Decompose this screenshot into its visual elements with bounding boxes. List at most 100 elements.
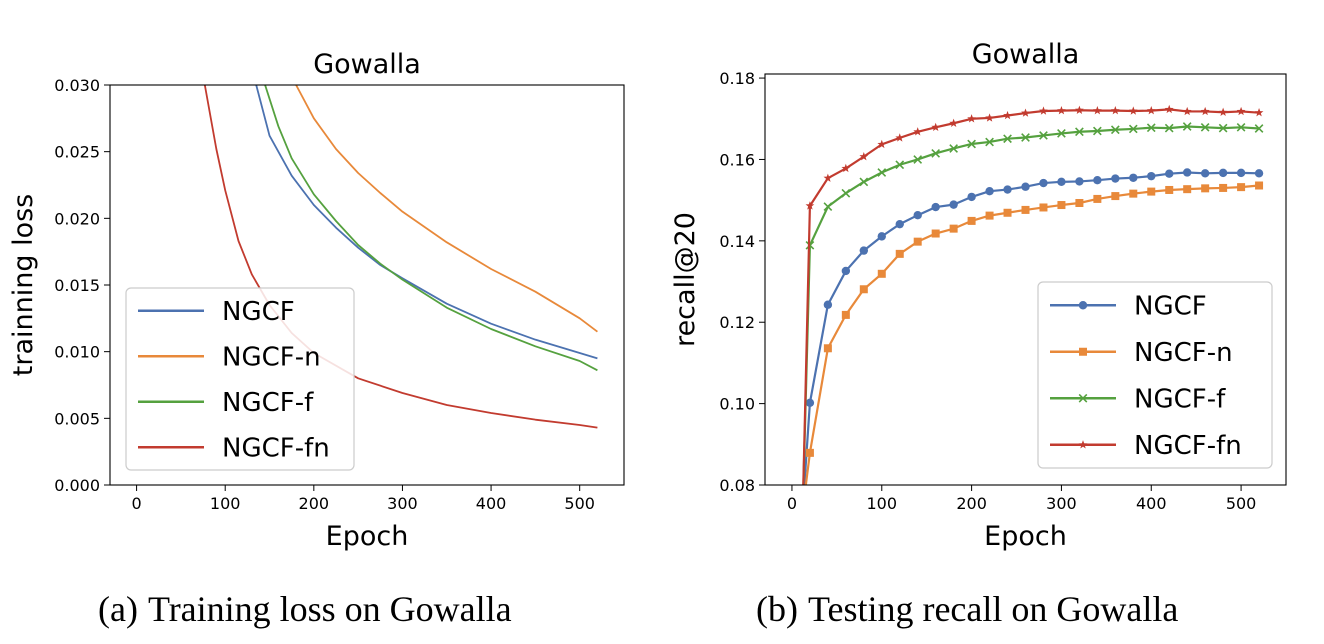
data-point-ngcf-n — [1003, 208, 1012, 217]
data-point-ngcf-fn — [1057, 106, 1066, 115]
plot-area — [802, 104, 1264, 485]
data-point-ngcf-n — [1237, 183, 1246, 192]
legend-label-ngcf-f: NGCF-f — [222, 388, 314, 418]
data-point-ngcf-n — [1057, 201, 1066, 210]
data-point-ngcf-fn — [895, 133, 905, 142]
data-point-ngcf-f — [1182, 122, 1192, 131]
data-point-ngcf — [1057, 177, 1066, 187]
legend-marker-ngcf-n — [1079, 347, 1087, 356]
data-point-ngcf — [841, 266, 851, 276]
data-point-ngcf-fn — [1218, 107, 1228, 116]
x-tick-label: 500 — [1226, 494, 1257, 513]
data-point-ngcf-n — [895, 249, 904, 258]
legend-label-ngcf-n: NGCF-n — [1134, 338, 1233, 368]
data-point-ngcf-fn — [1092, 106, 1102, 115]
data-point-ngcf-n — [967, 216, 976, 225]
training-loss-chart: Gowalla 0 100 200 300 400 500 0.000 0.005 0.010 0.… — [8, 49, 625, 552]
data-point-ngcf-fn — [1039, 106, 1048, 115]
data-point-ngcf — [931, 202, 940, 212]
figure-canvas: Gowalla 0 100 200 300 400 500 0.000 0.005 0.010 0.… — [8, 39, 1287, 552]
data-point-ngcf-n — [1255, 181, 1264, 190]
data-point-ngcf — [1236, 168, 1246, 178]
y-tick-label: 0.14 — [719, 232, 755, 251]
data-point-ngcf-n — [949, 224, 958, 233]
data-point-ngcf-fn — [1236, 106, 1246, 116]
x-tick-label: 200 — [956, 494, 987, 513]
data-point-ngcf-fn — [805, 201, 815, 210]
data-point-ngcf-fn — [967, 114, 976, 123]
series-line-ngcf — [255, 85, 598, 360]
data-point-ngcf-n — [985, 211, 994, 220]
legend-label-ngcf-n: NGCF-n — [222, 342, 321, 372]
chart-title: Gowalla — [313, 49, 421, 80]
data-point-ngcf-n — [1075, 198, 1084, 207]
data-point-ngcf-n — [1021, 205, 1030, 214]
legend-box — [1037, 281, 1273, 469]
data-point-ngcf-f — [931, 148, 941, 158]
data-point-ngcf-f — [1057, 129, 1066, 138]
data-point-ngcf — [823, 300, 833, 309]
data-point-ngcf-f — [1110, 125, 1120, 135]
x-tick-label: 100 — [210, 494, 241, 513]
data-point-ngcf-n — [1129, 189, 1138, 198]
data-point-ngcf-n — [1183, 185, 1192, 194]
testing-recall-chart: Gowalla 0 100 200 300 400 500 0.08 0.10 0.12 0.14 0… — [670, 39, 1287, 552]
legend-label-ngcf: NGCF — [222, 297, 295, 327]
legend-label-ngcf: NGCF — [1134, 291, 1207, 321]
y-tick-label: 0.025 — [54, 143, 100, 162]
data-point-ngcf — [1182, 168, 1192, 177]
data-point-ngcf-f — [985, 137, 994, 147]
series-line-ngcf-f — [264, 85, 598, 372]
series-line-ngcf-n — [295, 85, 598, 333]
y-tick-label: 0.08 — [719, 476, 755, 495]
data-point-ngcf-f — [877, 168, 887, 177]
data-point-ngcf-f — [1021, 133, 1030, 142]
data-point-ngcf — [1003, 185, 1012, 194]
data-point-ngcf-fn — [985, 113, 994, 122]
data-point-ngcf-fn — [1164, 104, 1174, 114]
data-point-ngcf-n — [931, 229, 940, 238]
data-point-ngcf — [805, 398, 815, 407]
data-point-ngcf-n — [1219, 183, 1228, 192]
data-point-ngcf-fn — [1021, 108, 1030, 117]
data-point-ngcf-f — [841, 188, 851, 198]
data-point-ngcf — [1111, 174, 1120, 183]
data-point-ngcf-f — [1003, 134, 1012, 144]
legend-label-ngcf-fn: NGCF-fn — [1134, 431, 1242, 461]
data-point-ngcf — [1200, 169, 1210, 178]
legend: NGCF NGCF-n NGCF-f NGCF-fn — [125, 287, 355, 471]
caption-a-text: Training loss on Gowalla — [147, 589, 512, 629]
y-tick-label: 0.020 — [54, 209, 100, 228]
data-point-ngcf-fn — [913, 127, 923, 136]
data-point-ngcf — [1254, 169, 1264, 178]
data-point-ngcf — [1129, 173, 1138, 182]
data-point-ngcf — [859, 246, 869, 255]
data-point-ngcf — [1165, 169, 1174, 178]
data-point-ngcf-fn — [1200, 106, 1210, 116]
x-axis-label: Epoch — [984, 521, 1067, 552]
data-point-ngcf — [949, 200, 958, 209]
data-point-ngcf-f — [1236, 122, 1246, 132]
data-point-ngcf-fn — [823, 173, 833, 182]
legend: NGCF NGCF-n NGCF-f NGCF-fn — [1037, 281, 1273, 469]
data-point-ngcf — [877, 232, 886, 241]
y-tick-label: 0.030 — [54, 76, 100, 95]
legend-label-ngcf-f: NGCF-f — [1134, 384, 1226, 414]
data-point-ngcf-f — [1146, 123, 1156, 133]
x-axis-label: Epoch — [326, 521, 409, 552]
data-point-ngcf-f — [1128, 124, 1138, 134]
data-point-ngcf — [1147, 171, 1156, 181]
data-point-ngcf-fn — [1075, 105, 1084, 114]
data-point-ngcf-f — [1075, 127, 1084, 137]
data-point-ngcf-n — [1165, 185, 1174, 194]
data-point-ngcf — [895, 219, 904, 229]
y-tick-label: 0.015 — [54, 276, 100, 295]
data-point-ngcf-n — [1147, 187, 1156, 196]
data-point-ngcf-fn — [1254, 108, 1264, 117]
data-point-ngcf-n — [1039, 203, 1048, 212]
data-point-ngcf-f — [949, 144, 959, 153]
legend-marker-ngcf-fn — [1078, 440, 1088, 449]
data-point-ngcf — [967, 192, 976, 202]
data-point-ngcf — [1093, 176, 1102, 185]
data-point-ngcf-f — [1254, 124, 1264, 133]
